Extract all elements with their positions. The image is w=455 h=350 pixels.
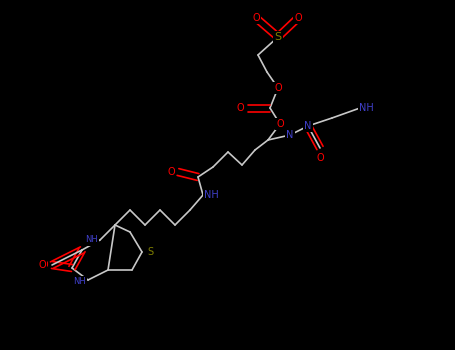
- Text: S: S: [274, 32, 282, 42]
- Text: O: O: [252, 13, 260, 23]
- Text: O: O: [294, 13, 302, 23]
- Text: N: N: [286, 130, 293, 140]
- Text: O: O: [167, 167, 175, 177]
- Text: NH: NH: [74, 278, 86, 287]
- Text: NH: NH: [359, 103, 374, 113]
- Text: O: O: [316, 153, 324, 163]
- Text: O: O: [236, 103, 244, 113]
- Text: O: O: [274, 83, 282, 93]
- Text: N: N: [304, 121, 312, 131]
- Text: O: O: [38, 260, 46, 270]
- Text: S: S: [147, 247, 153, 257]
- Text: O: O: [276, 119, 284, 129]
- Text: O: O: [40, 260, 48, 270]
- Text: NH: NH: [86, 236, 98, 245]
- Text: NH: NH: [204, 190, 218, 200]
